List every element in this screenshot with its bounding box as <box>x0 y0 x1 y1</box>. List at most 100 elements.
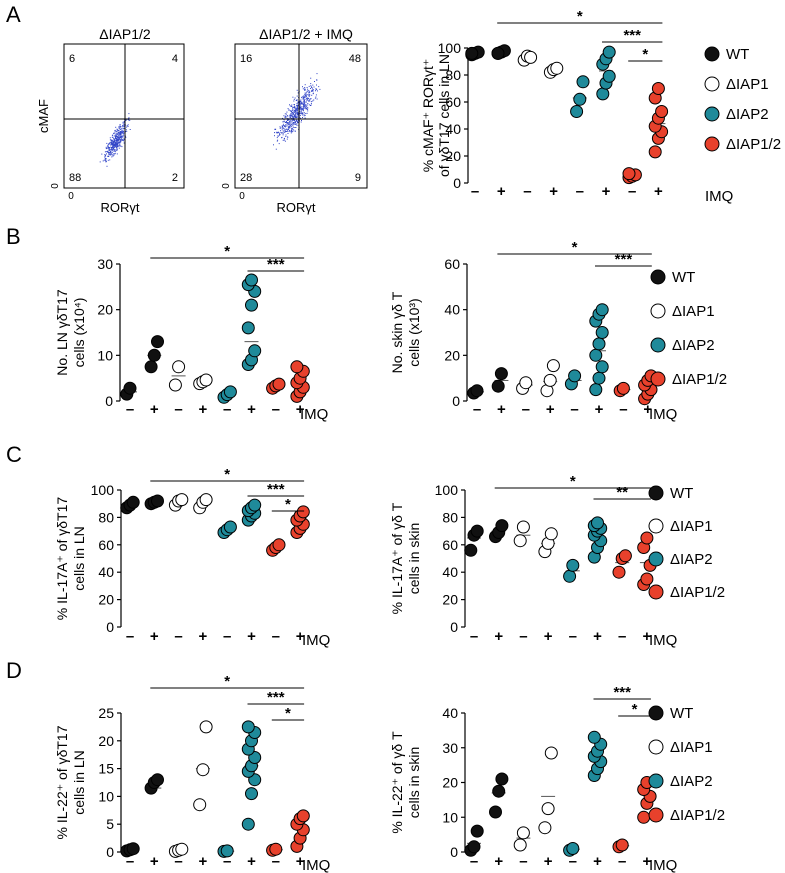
flow-event-dot <box>316 98 318 100</box>
flow-event-dot <box>282 131 284 133</box>
flow-event-dot <box>300 107 302 109</box>
flow-event-dot <box>115 133 117 135</box>
flow-event-dot <box>295 111 297 112</box>
treatment-symbol: + <box>497 401 506 418</box>
flow-event-dot <box>123 138 125 140</box>
data-point <box>655 105 669 118</box>
flow-event-dot <box>307 91 309 93</box>
flow-event-dot <box>286 138 288 140</box>
legend: WT ΔIAP1 ΔIAP2 ΔIAP1/2 <box>650 269 727 388</box>
flow-event-dot <box>307 94 309 96</box>
flow-x-label: RORγt <box>277 200 316 215</box>
flow-event-dot <box>107 151 109 153</box>
flow-event-dot <box>128 113 130 115</box>
flow-event-dot <box>294 111 296 113</box>
data-point <box>126 495 140 509</box>
flow-event-dot <box>289 120 291 122</box>
flow-plot-1: ΔIAP1/2 6 4 88 2 cMAF RORγt 0 0 <box>36 26 185 215</box>
y-tick-label: 20 <box>98 733 114 749</box>
flow-event-dot <box>114 140 116 142</box>
flow-event-dot <box>297 101 299 103</box>
treatment-symbol: + <box>497 183 506 200</box>
flow-event-dot <box>299 106 301 108</box>
legend-label: ΔIAP1/2 <box>670 584 725 601</box>
y-tick-label: 0 <box>106 844 114 860</box>
flow-event-dot <box>120 126 122 127</box>
flow-event-dot <box>106 165 108 167</box>
flow-event-dot <box>112 145 113 147</box>
flow-event-dot <box>292 119 294 121</box>
flow-event-dot <box>276 137 278 139</box>
data-point <box>513 838 527 852</box>
flow-event-dot <box>122 121 124 123</box>
flow-event-dot <box>118 132 120 134</box>
flow-event-dot <box>309 100 311 102</box>
y-tick-label: 10 <box>97 347 113 363</box>
flow-event-dot <box>118 127 120 129</box>
flow-event-dot <box>297 112 299 114</box>
treatment-label: IMQ <box>300 406 328 423</box>
flow-event-dot <box>301 120 302 121</box>
data-point <box>470 524 484 538</box>
flow-event-dot <box>112 148 114 150</box>
data-point <box>615 838 629 852</box>
legend: WT ΔIAP1 ΔIAP2 ΔIAP1/2 <box>704 46 781 153</box>
flow-event-dot <box>282 130 284 132</box>
flow-event-dot <box>113 153 115 155</box>
flow-event-dot <box>114 142 116 144</box>
data-point <box>151 335 164 349</box>
data-point <box>640 572 654 586</box>
flow-event-dot <box>113 137 115 139</box>
flow-event-dot <box>306 99 308 101</box>
flow-event-dot <box>290 120 291 122</box>
flow-event-dot <box>122 122 124 124</box>
flow-event-dot <box>120 132 121 134</box>
flow-event-dot <box>302 117 303 118</box>
flow-event-dot <box>121 135 122 137</box>
data-point <box>622 167 636 181</box>
flow-event-dot <box>113 139 115 140</box>
flow-event-dot <box>110 143 112 145</box>
flow-event-dot <box>106 153 107 155</box>
flow-event-dot <box>287 127 289 129</box>
flow-event-dot <box>291 106 293 107</box>
flow-event-dot <box>104 158 106 159</box>
treatment-symbol: – <box>569 628 577 645</box>
flow-event-dot <box>288 123 290 125</box>
flow-event-dot <box>299 117 301 119</box>
flow-event-dot <box>110 151 112 153</box>
flow-event-dot <box>307 110 309 112</box>
y-tick-label: 30 <box>442 740 458 756</box>
flow-event-dot <box>295 117 297 119</box>
flow-event-dot <box>284 126 286 128</box>
treatment-symbol: + <box>544 853 553 870</box>
flow-event-dot <box>113 143 115 145</box>
flow-event-dot <box>121 146 123 148</box>
data-point <box>595 360 609 374</box>
y-tick-label: 10 <box>442 809 458 825</box>
flow-event-dot <box>108 148 110 150</box>
flow-event-dot <box>289 130 291 132</box>
data-point <box>495 772 509 786</box>
data-point <box>245 298 258 312</box>
data-point <box>602 69 616 83</box>
flow-event-dot <box>125 136 127 138</box>
flow-event-dot <box>297 122 299 124</box>
flow-event-dot <box>284 122 286 123</box>
data-point <box>489 805 502 819</box>
flow-event-dot <box>112 136 114 138</box>
flow-event-dot <box>289 110 291 112</box>
y-tick-label: 60 <box>98 537 114 553</box>
flow-event-dot <box>290 113 292 115</box>
flow-event-dot <box>279 127 281 129</box>
flow-event-dot <box>296 107 298 108</box>
flow-event-dot <box>313 86 315 88</box>
data-point <box>147 348 161 362</box>
flow-event-dot <box>291 127 293 129</box>
flow-event-dot <box>303 100 305 102</box>
data-point <box>543 373 557 387</box>
y-axis-label-line2: of γδT17 cells in LN <box>436 54 452 177</box>
flow-event-dot <box>283 138 285 140</box>
flow-event-dot <box>118 135 120 137</box>
flow-event-dot <box>120 131 122 133</box>
